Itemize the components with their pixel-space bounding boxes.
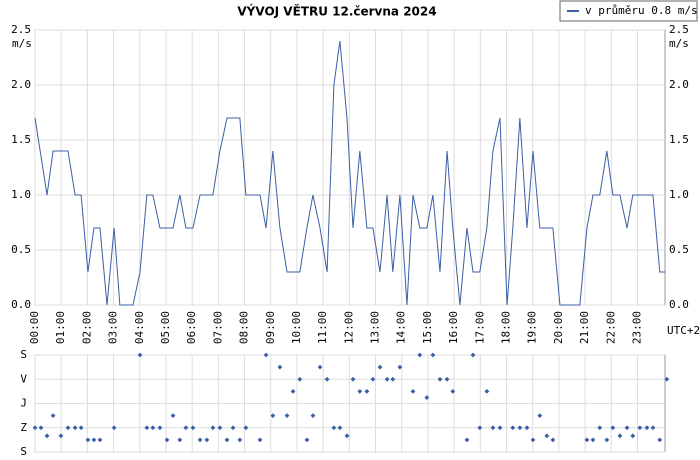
x-tick-label: 02:00 xyxy=(80,311,93,344)
point xyxy=(490,425,496,431)
x-tick-label: 06:00 xyxy=(185,311,198,344)
x-tick-label: 08:00 xyxy=(238,311,251,344)
point xyxy=(610,425,616,431)
x-tick-label: 10:00 xyxy=(290,311,303,344)
y-axis-label: m/s xyxy=(12,37,32,50)
y-tick-label: 0.5 xyxy=(11,243,31,256)
x-tick-label: 22:00 xyxy=(604,311,617,344)
x-tick-label: 15:00 xyxy=(421,311,434,344)
y-tick-label: 2.0 xyxy=(11,78,31,91)
point xyxy=(384,376,390,382)
point xyxy=(390,376,396,382)
point xyxy=(91,437,97,443)
point xyxy=(450,388,456,394)
y-tick-label: J xyxy=(20,397,27,410)
point xyxy=(644,425,650,431)
x-tick-label: 07:00 xyxy=(211,311,224,344)
point xyxy=(584,437,590,443)
y-tick-label: V xyxy=(20,372,27,385)
x-tick-label: 09:00 xyxy=(264,311,277,344)
x-tick-label: 04:00 xyxy=(133,311,146,344)
point xyxy=(637,425,643,431)
x-tick-label: 01:00 xyxy=(54,311,67,344)
legend-label: v průměru 0.8 m/s xyxy=(585,4,698,17)
point xyxy=(277,364,283,370)
point xyxy=(510,425,516,431)
legend-box xyxy=(559,0,698,22)
line xyxy=(34,40,665,306)
y-tick-label: Z xyxy=(20,421,27,434)
y2-tick-label: 0.0 xyxy=(669,298,689,311)
x-tick-label: 21:00 xyxy=(578,311,591,344)
x-tick-label: 18:00 xyxy=(500,311,513,344)
x-tick-label: 00:00 xyxy=(28,311,41,344)
point xyxy=(464,437,470,443)
point xyxy=(284,413,290,419)
y2-tick-label: 2.0 xyxy=(669,78,689,91)
x-tick-label: 13:00 xyxy=(369,311,382,344)
x-tick-label: 03:00 xyxy=(107,311,120,344)
point xyxy=(424,395,430,400)
y-tick-label: S xyxy=(20,348,27,361)
x-axis-label: UTC+2 xyxy=(667,324,700,337)
chart-title: VÝVOJ VĚTRU 12.června 2024 xyxy=(237,4,436,19)
point xyxy=(524,425,530,431)
point xyxy=(310,413,316,419)
point xyxy=(150,425,156,431)
point xyxy=(650,425,656,431)
x-tick-label: 19:00 xyxy=(526,311,539,344)
point xyxy=(437,376,443,382)
point xyxy=(590,437,596,443)
y-tick-label: 1.0 xyxy=(11,188,31,201)
point xyxy=(337,425,343,431)
point xyxy=(263,352,269,358)
y-tick-label: S xyxy=(20,445,27,458)
y2-tick-label: 1.0 xyxy=(669,188,689,201)
y2-tick-label: 2.5 xyxy=(669,23,689,36)
x-tick-label: 23:00 xyxy=(630,311,643,344)
point xyxy=(417,352,423,358)
x-tick-label: 11:00 xyxy=(316,311,329,344)
y2-axis-label: m/s xyxy=(669,37,689,50)
point xyxy=(530,437,536,443)
x-tick-label: 14:00 xyxy=(395,311,408,344)
point xyxy=(550,437,556,443)
x-tick-label: 16:00 xyxy=(447,311,460,344)
point xyxy=(544,433,550,439)
point xyxy=(537,413,543,419)
x-tick-label: 05:00 xyxy=(159,311,172,344)
point xyxy=(364,388,370,394)
y2-tick-label: 0.5 xyxy=(669,243,689,256)
x-tick-label: 20:00 xyxy=(552,311,565,344)
point xyxy=(324,376,330,382)
y-tick-label: 2.5 xyxy=(11,23,31,36)
y-tick-label: 0.0 xyxy=(11,298,31,311)
x-tick-label: 17:00 xyxy=(473,311,486,344)
point xyxy=(664,376,670,382)
y-tick-label: 1.5 xyxy=(11,133,31,146)
x-tick-label: 12:00 xyxy=(342,311,355,344)
point xyxy=(97,437,103,443)
point xyxy=(144,425,150,431)
point xyxy=(410,388,416,394)
point xyxy=(430,352,436,358)
point xyxy=(304,437,310,443)
point xyxy=(597,425,603,431)
point xyxy=(477,425,483,431)
y2-tick-label: 1.5 xyxy=(669,133,689,146)
point xyxy=(85,437,91,443)
point xyxy=(350,376,356,382)
point xyxy=(377,364,383,370)
point xyxy=(657,437,663,443)
